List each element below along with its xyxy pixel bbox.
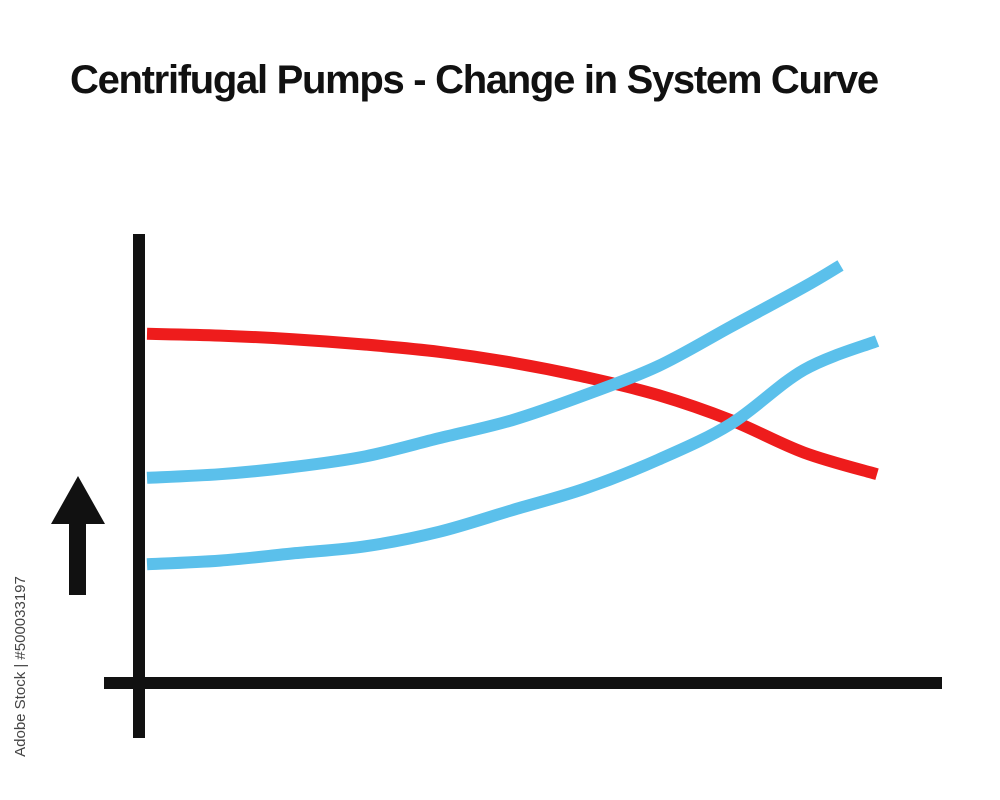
- system-curve-1-line: [146, 260, 844, 484]
- chart-title: Centrifugal Pumps - Change in System Cur…: [70, 58, 879, 102]
- system-curve-2-line: [146, 335, 880, 571]
- pump-curve-line: [146, 327, 879, 480]
- series-layer: [146, 260, 880, 571]
- up-arrow-icon: [51, 476, 105, 595]
